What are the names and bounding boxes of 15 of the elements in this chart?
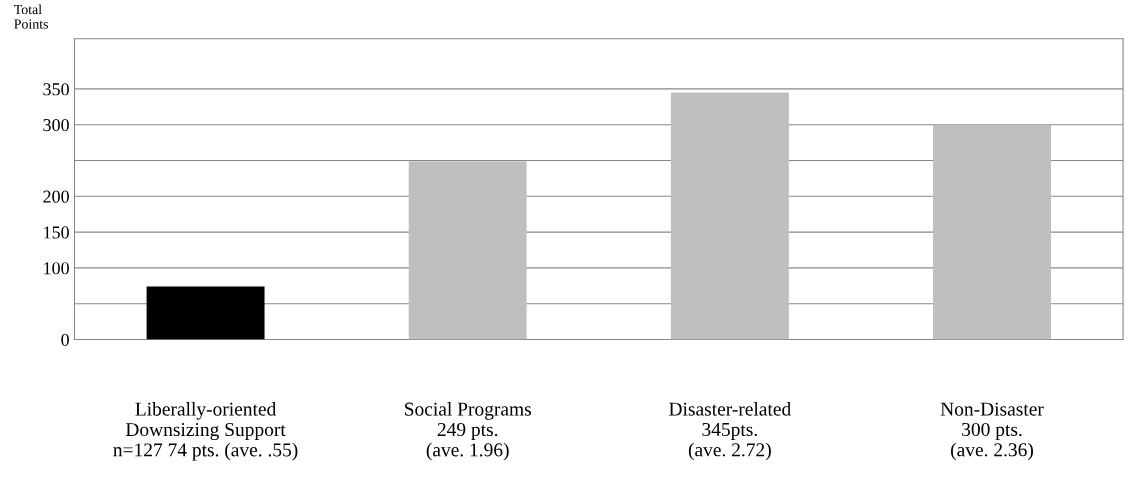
y-tick-label: 350	[43, 83, 69, 96]
bar	[408, 161, 527, 340]
y-axis-title: Total Points	[14, 4, 48, 29]
y-tick-label: 0	[61, 333, 69, 346]
bar	[933, 124, 1051, 340]
x-tick-label: Social Programs 249 pts. (ave. 1.96)	[405, 402, 531, 461]
y-tick-label: 200	[43, 190, 69, 203]
x-tick-label: Disaster-related 345pts. (ave. 2.72)	[669, 402, 791, 461]
x-tick-label: Liberally-oriented Downsizing Support n=127 74 pts. (ave. .55)	[113, 402, 298, 461]
y-tick-label: 150	[44, 226, 69, 239]
bar	[146, 286, 265, 340]
x-tick-label: Non-Disaster 300 pts. (ave. 2.36)	[940, 402, 1044, 461]
y-tick-label: 300	[43, 118, 69, 132]
y-tick-label: 100	[44, 262, 69, 275]
bar	[670, 92, 789, 340]
